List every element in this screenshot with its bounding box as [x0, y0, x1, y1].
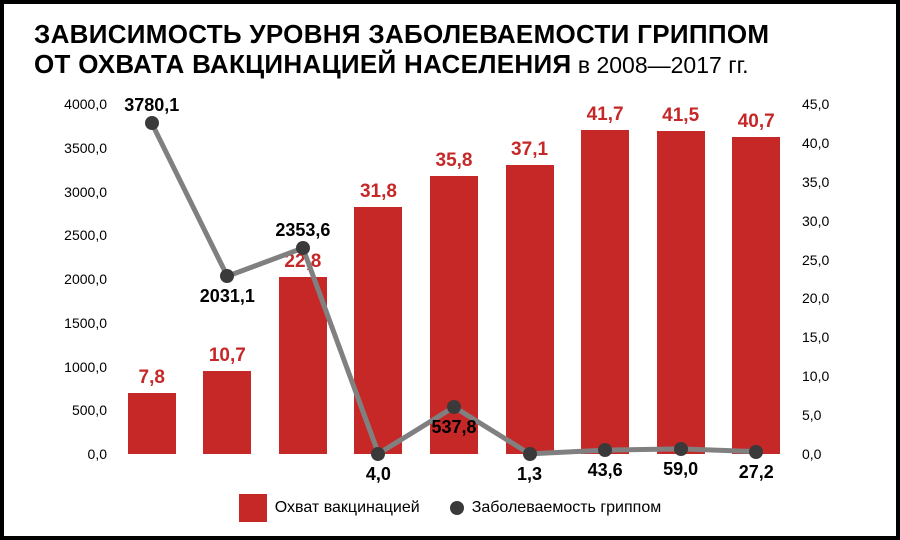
ytick-right: 35,0	[802, 174, 842, 190]
ytick-right: 20,0	[802, 290, 842, 306]
line-point	[296, 241, 310, 255]
ytick-right: 10,0	[802, 368, 842, 384]
ytick-right: 30,0	[802, 213, 842, 229]
legend: Охват вакцинацией Заболеваемость гриппом	[4, 494, 896, 522]
line-value-label: 2031,1	[200, 286, 255, 307]
ytick-left: 3000,0	[52, 184, 107, 200]
line-value-label: 1,3	[517, 464, 542, 485]
ytick-left: 1000,0	[52, 359, 107, 375]
ytick-right: 5,0	[802, 407, 842, 423]
title-suffix: в 2008—2017 гг.	[571, 52, 748, 78]
legend-item: Заболеваемость гриппом	[450, 494, 662, 522]
line-point	[447, 400, 461, 414]
line-point	[674, 442, 688, 456]
ytick-left: 0,0	[52, 446, 107, 462]
ytick-right: 40,0	[802, 135, 842, 151]
ytick-left: 3500,0	[52, 140, 107, 156]
ytick-left: 500,0	[52, 402, 107, 418]
line-value-label: 537,8	[431, 417, 476, 438]
ytick-right: 25,0	[802, 252, 842, 268]
chart-title: ЗАВИСИМОСТЬ УРОВНЯ ЗАБОЛЕВАЕМОСТИ ГРИППО…	[34, 20, 866, 80]
legend-item: Охват вакцинацией	[239, 494, 420, 522]
chart-plot-area: 0,0500,01000,01500,02000,02500,03000,035…	[114, 104, 794, 454]
line-value-label: 4,0	[366, 464, 391, 485]
ytick-left: 4000,0	[52, 96, 107, 112]
ytick-left: 2000,0	[52, 271, 107, 287]
ytick-right: 45,0	[802, 96, 842, 112]
line-point	[145, 116, 159, 130]
line-point	[749, 445, 763, 459]
legend-label: Охват вакцинацией	[275, 499, 420, 517]
line-value-label: 27,2	[739, 462, 774, 483]
line-value-label: 43,6	[588, 460, 623, 481]
ytick-right: 0,0	[802, 446, 842, 462]
line-point	[523, 447, 537, 461]
title-line1: ЗАВИСИМОСТЬ УРОВНЯ ЗАБОЛЕВАЕМОСТИ ГРИППО…	[34, 19, 769, 49]
line-value-label: 59,0	[663, 459, 698, 480]
line-point	[220, 269, 234, 283]
line-value-label: 2353,6	[275, 220, 330, 241]
ytick-right: 15,0	[802, 329, 842, 345]
ytick-left: 2500,0	[52, 227, 107, 243]
legend-swatch-bar	[239, 494, 267, 522]
title-line2-strong: ОТ ОХВАТА ВАКЦИНАЦИЕЙ НАСЕЛЕНИЯ	[34, 49, 571, 79]
legend-label: Заболеваемость гриппом	[472, 499, 662, 517]
line-value-label: 3780,1	[124, 95, 179, 116]
line-point	[598, 443, 612, 457]
legend-swatch-dot	[450, 501, 464, 515]
ytick-left: 1500,0	[52, 315, 107, 331]
line-point	[371, 447, 385, 461]
